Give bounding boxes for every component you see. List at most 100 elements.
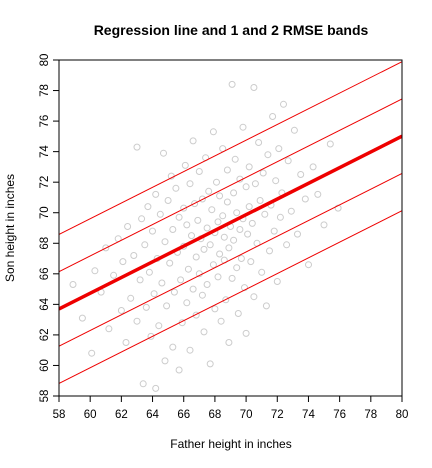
data-point xyxy=(242,183,250,191)
data-point xyxy=(217,317,225,325)
data-point xyxy=(102,244,110,252)
data-point xyxy=(191,200,199,208)
data-point xyxy=(280,100,287,108)
data-point xyxy=(290,126,298,134)
data-point xyxy=(136,276,144,284)
data-point xyxy=(250,84,258,91)
data-point xyxy=(172,184,180,192)
data-point xyxy=(177,276,185,284)
data-point xyxy=(184,265,192,273)
data-point xyxy=(230,236,238,244)
data-point xyxy=(186,346,194,354)
plot-frame xyxy=(58,59,403,397)
data-point xyxy=(208,206,216,214)
x-axis: 58 60 62 64 66 68 70 72 74 76 78 80 xyxy=(53,396,408,421)
data-point xyxy=(248,219,256,227)
data-point xyxy=(198,195,206,203)
data-point xyxy=(169,343,177,351)
data-point xyxy=(297,171,305,178)
data-point xyxy=(144,203,152,211)
data-point xyxy=(256,197,264,204)
data-point xyxy=(161,357,169,365)
data-point xyxy=(195,168,203,175)
data-point xyxy=(320,221,328,229)
x-tick-label: 76 xyxy=(333,409,346,421)
data-point xyxy=(183,221,191,229)
x-tick-label: 66 xyxy=(177,409,190,421)
data-point xyxy=(220,233,228,241)
y-tick-label: 74 xyxy=(39,145,51,158)
y-axis: 58 60 62 64 66 68 70 72 74 76 78 80 xyxy=(39,54,59,403)
data-point xyxy=(214,273,222,281)
data-point xyxy=(133,317,141,325)
x-tick-label: 68 xyxy=(209,409,222,421)
data-point xyxy=(152,190,160,198)
data-point xyxy=(200,245,208,253)
data-point xyxy=(264,151,272,159)
data-point xyxy=(209,261,217,269)
data-point xyxy=(259,169,267,177)
data-point xyxy=(175,366,183,374)
scatter-points xyxy=(69,80,342,392)
x-tick-label: 74 xyxy=(302,409,315,421)
data-point xyxy=(301,195,309,203)
data-point xyxy=(239,123,247,131)
data-point xyxy=(209,128,217,136)
data-point xyxy=(305,261,312,269)
data-point xyxy=(213,178,220,186)
data-point xyxy=(138,215,146,223)
y-tick-label: 60 xyxy=(39,359,51,372)
data-point xyxy=(163,302,171,310)
y-tick-label: 66 xyxy=(39,267,51,280)
data-point xyxy=(105,325,113,333)
data-point xyxy=(294,230,301,238)
data-point xyxy=(119,258,127,266)
data-point xyxy=(216,250,224,258)
data-point xyxy=(110,271,118,279)
x-tick-label: 78 xyxy=(364,409,377,421)
data-point xyxy=(211,305,219,313)
rmse-band-line xyxy=(59,173,402,347)
data-point xyxy=(242,329,250,337)
data-point xyxy=(216,192,224,200)
data-point xyxy=(273,278,281,285)
x-tick-label: 72 xyxy=(271,409,284,421)
data-point xyxy=(262,302,270,310)
data-point xyxy=(156,210,164,218)
data-point xyxy=(141,241,149,249)
data-point xyxy=(251,180,259,188)
y-tick-label: 64 xyxy=(39,297,51,310)
data-point xyxy=(152,384,160,392)
data-point xyxy=(230,189,238,197)
data-point xyxy=(225,244,233,252)
data-point xyxy=(258,268,266,276)
data-point xyxy=(223,166,231,174)
data-point xyxy=(245,203,253,211)
x-tick-label: 60 xyxy=(84,409,97,421)
data-point xyxy=(228,80,236,88)
data-point xyxy=(234,310,242,317)
data-point xyxy=(122,339,130,346)
data-point xyxy=(205,187,213,195)
data-point xyxy=(147,332,155,340)
data-point xyxy=(231,155,239,163)
data-point xyxy=(206,360,214,368)
data-point xyxy=(233,264,241,272)
data-point xyxy=(160,149,167,157)
data-point xyxy=(269,113,277,120)
data-point xyxy=(188,232,195,240)
data-point xyxy=(149,227,156,235)
data-point xyxy=(175,213,183,221)
data-point xyxy=(272,177,280,185)
data-point xyxy=(133,143,141,151)
data-point xyxy=(88,349,96,357)
data-point xyxy=(194,216,202,224)
data-point xyxy=(180,204,188,212)
x-tick-label: 70 xyxy=(240,409,253,421)
data-point xyxy=(161,238,169,246)
data-point xyxy=(255,139,263,146)
data-point xyxy=(170,288,178,296)
rmse-band-line xyxy=(59,210,402,384)
data-point xyxy=(142,303,150,311)
y-tick-label: 58 xyxy=(39,390,51,403)
